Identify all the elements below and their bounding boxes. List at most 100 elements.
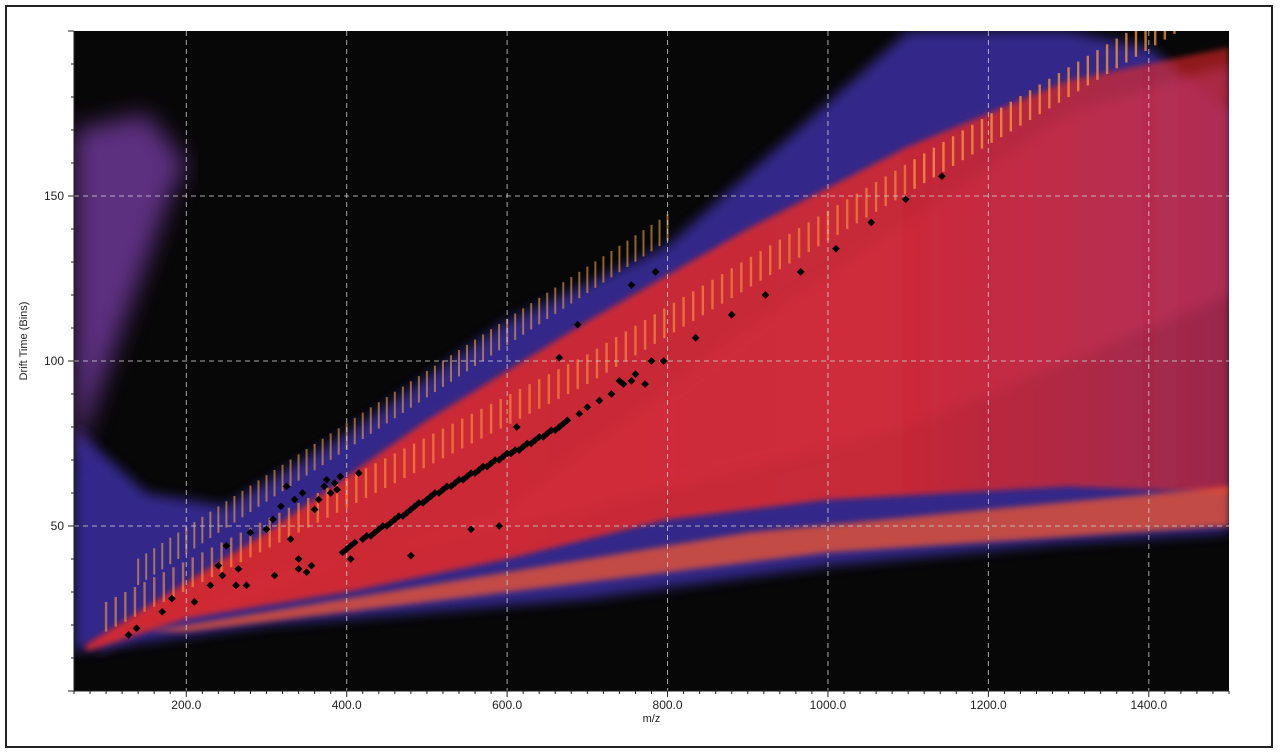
drift-time-vs-mz-plot: 200.0 400.0 600.0 800.0 1000.0 1200.0 1400.0 50…: [18, 30, 1230, 725]
data-point: [294, 555, 303, 563]
peak-streak: [461, 418, 464, 449]
data-point: [575, 409, 584, 418]
data-point: [573, 320, 582, 329]
peak-streak: [153, 577, 156, 607]
upper-streak: [217, 506, 220, 533]
peak-streak: [1019, 96, 1022, 126]
data-point: [314, 495, 323, 504]
data-point: [615, 376, 624, 385]
upper-streak: [209, 511, 212, 539]
peak-streak: [566, 364, 570, 394]
upper-streak: [289, 459, 292, 486]
data-point: [276, 502, 285, 511]
upper-streak: [441, 360, 444, 387]
peak-streak: [923, 153, 926, 184]
x-tick-label: 1200.0: [970, 698, 1007, 712]
peak-streak: [701, 285, 705, 316]
peak-streak: [104, 601, 108, 632]
peak-streak: [249, 527, 252, 558]
upper-streak: [538, 297, 541, 325]
upper-streak: [449, 355, 452, 382]
peak-streak: [1048, 78, 1051, 109]
data-point: [796, 267, 805, 276]
upper-streak: [578, 271, 581, 299]
data-point: [583, 403, 592, 412]
peak-streak: [634, 325, 637, 356]
upper-streak: [586, 266, 589, 294]
peak-streak: [364, 468, 368, 498]
peak-streak: [971, 124, 974, 155]
peak-streak: [230, 537, 233, 568]
peak-streak: [278, 512, 281, 543]
peak-streak: [1173, 31, 1176, 34]
data-point: [336, 472, 345, 481]
peak-streak: [355, 473, 358, 503]
peak-streak: [894, 170, 897, 201]
data-point: [206, 581, 215, 590]
peak-streak: [124, 592, 127, 622]
upper-streak: [169, 537, 172, 565]
upper-streak: [233, 496, 236, 523]
upper-streak: [417, 376, 420, 403]
peak-streak: [720, 274, 724, 304]
peak-streak: [692, 291, 695, 321]
peak-streak: [201, 552, 204, 583]
x-tick-label: 1400.0: [1130, 698, 1167, 712]
upper-streak: [570, 277, 573, 304]
peak-streak: [1009, 101, 1013, 132]
upper-streak: [514, 313, 517, 340]
peak-streak: [547, 374, 551, 404]
upper-streak: [297, 454, 300, 481]
peak-streak: [489, 403, 493, 434]
data-point: [322, 475, 331, 484]
data-point: [832, 244, 840, 253]
data-point: [761, 291, 770, 299]
data-point: [627, 281, 636, 290]
peak-streak: [335, 483, 339, 513]
peak-streak: [1038, 84, 1041, 115]
upper-streak: [458, 350, 460, 377]
peak-streak: [441, 428, 445, 459]
data-point: [659, 357, 668, 365]
data-point: [495, 522, 504, 530]
left-diffuse-region: [74, 113, 187, 460]
data-point: [320, 482, 329, 491]
upper-streak: [137, 558, 140, 586]
upper-streak: [185, 527, 188, 554]
upper-streak: [201, 516, 204, 544]
peak-streak: [451, 423, 454, 454]
data-point: [310, 505, 319, 514]
peak-streak: [932, 147, 936, 178]
peak-streak: [797, 228, 801, 258]
peak-streak: [788, 233, 791, 264]
y-tick-label: 150: [44, 189, 64, 203]
upper-streak: [401, 386, 404, 413]
peak-streak: [316, 493, 320, 523]
peak-streak: [1000, 107, 1003, 138]
axis-ticks: [68, 30, 1230, 697]
peak-streak: [1144, 31, 1147, 52]
intensity-heatmap: [74, 31, 1229, 652]
upper-streak: [393, 391, 396, 419]
data-point: [158, 607, 167, 616]
peak-streak: [595, 348, 599, 379]
data-point: [307, 561, 316, 570]
upper-streak: [466, 344, 469, 372]
upper-streak: [409, 381, 412, 408]
upper-streak: [281, 464, 284, 492]
peak-streak: [114, 596, 117, 627]
upper-streak: [377, 402, 380, 429]
peak-streak: [1057, 73, 1061, 103]
upper-streak: [161, 542, 164, 570]
peak-streak: [326, 488, 329, 518]
peak-streak: [730, 268, 733, 298]
data-point: [651, 267, 660, 276]
upper-streak: [658, 219, 661, 247]
peak-streak: [162, 572, 166, 602]
upper-streak: [433, 365, 436, 393]
data-point: [901, 195, 910, 204]
data-point: [218, 571, 227, 580]
peak-streak: [557, 369, 560, 399]
peak-streak: [913, 159, 916, 189]
upper-streak: [361, 412, 364, 440]
